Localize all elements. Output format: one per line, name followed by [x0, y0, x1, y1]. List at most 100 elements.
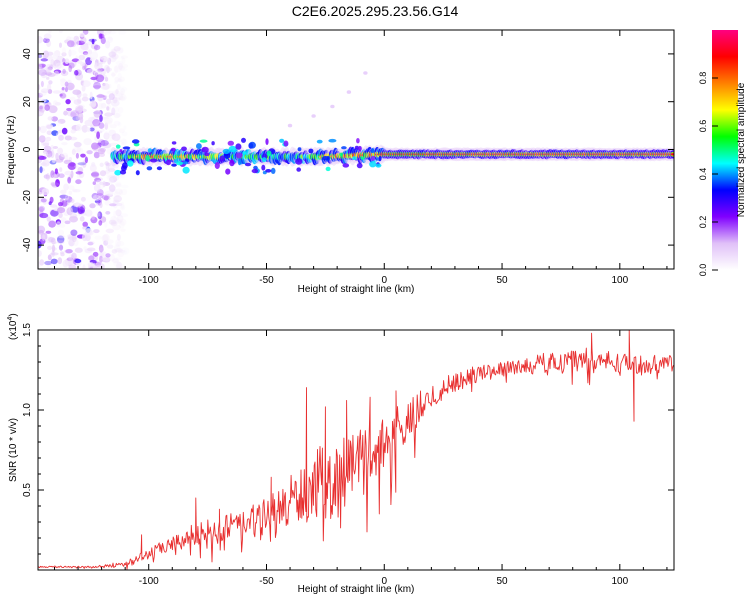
- snr-panel: (x104) -100 -50 0 50 100 0.5 1.0 1.5 Height of …: [7, 313, 675, 595]
- noise-blob: [46, 262, 51, 269]
- noise-blob: [74, 247, 83, 253]
- band-speckle: [242, 151, 247, 155]
- noise-blob: [98, 220, 103, 226]
- colorbar-label: Normalized spectral amplitude: [736, 82, 747, 217]
- noise-blob: [118, 30, 127, 35]
- noise-blob: [84, 248, 93, 254]
- noise-blob: [84, 234, 91, 242]
- band-speckle: [204, 152, 210, 157]
- noise-blob: [119, 95, 124, 101]
- noise-blob: [74, 70, 79, 76]
- band-speckle: [127, 160, 134, 167]
- noise-blob: [111, 217, 120, 225]
- noise-blob: [119, 76, 125, 82]
- noise-blob: [113, 112, 121, 119]
- noise-blob: [56, 121, 61, 126]
- noise-blob: [46, 216, 51, 222]
- noise-blob: [87, 49, 93, 55]
- noise-blob: [47, 116, 53, 121]
- noise-blob: [50, 170, 55, 179]
- noise-blob: [103, 132, 110, 140]
- noise-blob: [52, 90, 62, 94]
- band-speckle: [225, 168, 231, 175]
- noise-blob: [111, 48, 117, 57]
- noise-blob: [100, 102, 107, 109]
- noise-blob: [120, 228, 126, 232]
- noise-blob: [46, 175, 51, 179]
- spectrogram-content: [38, 30, 674, 269]
- snr-content: [38, 330, 674, 570]
- noise-blob: [58, 212, 63, 219]
- noise-blob: [68, 239, 75, 247]
- band-speckle: [339, 152, 343, 157]
- band-speckle: [145, 155, 150, 162]
- noise-blob: [65, 99, 71, 105]
- noise-blob: [58, 235, 66, 239]
- noise-blob: [68, 136, 78, 141]
- band-speckle: [297, 147, 302, 152]
- noise-blob: [87, 241, 94, 246]
- spec-xtick-label: 0: [381, 275, 387, 286]
- noise-blob: [96, 59, 100, 67]
- noise-blob: [71, 252, 77, 260]
- noise-blob: [117, 78, 122, 83]
- noise-blob: [45, 69, 51, 74]
- noise-blob: [59, 93, 63, 97]
- noise-blob: [46, 130, 53, 136]
- noise-blob: [69, 211, 77, 217]
- noise-blob: [98, 244, 104, 253]
- band-speckle: [228, 145, 237, 153]
- noise-blob: [106, 162, 111, 167]
- noise-blob: [115, 239, 121, 247]
- noise-blob: [116, 92, 124, 100]
- band-core: [670, 153, 674, 156]
- noise-blob: [60, 252, 65, 257]
- noise-blob: [59, 194, 69, 199]
- noise-blob: [104, 200, 111, 206]
- noise-blob: [92, 119, 101, 127]
- noise-blob: [115, 60, 124, 66]
- snr-frame: [37, 329, 675, 571]
- noise-blob: [43, 33, 52, 40]
- noise-blob: [115, 88, 119, 95]
- noise-blob: [116, 47, 124, 54]
- noise-blob: [91, 38, 95, 45]
- noise-blob: [112, 224, 121, 231]
- noise-blob: [76, 147, 84, 155]
- band-speckle: [176, 161, 183, 166]
- band-speckle: [171, 163, 177, 167]
- noise-blob: [113, 46, 121, 52]
- noise-blob: [90, 43, 99, 50]
- noise-blob: [67, 238, 74, 243]
- noise-blob: [99, 170, 107, 177]
- streak-blob: [346, 90, 352, 94]
- noise-blob: [47, 89, 53, 94]
- snr-ytick-label: 1.0: [22, 403, 33, 417]
- noise-blob: [97, 68, 102, 73]
- snr-ylabel: SNR (10 * v/v): [8, 418, 19, 482]
- noise-blob: [113, 244, 121, 252]
- noise-blob: [43, 66, 53, 72]
- noise-blob: [109, 142, 119, 146]
- noise-blob: [60, 87, 66, 94]
- noise-blob: [58, 245, 64, 250]
- noise-blob: [48, 105, 58, 114]
- noise-blob: [119, 86, 128, 92]
- noise-blob: [94, 62, 103, 70]
- noise-blob: [43, 145, 52, 152]
- band-speckle: [328, 138, 337, 143]
- noise-blob: [105, 67, 112, 72]
- noise-blob: [115, 112, 122, 118]
- noise-blob: [123, 125, 127, 130]
- noise-blob: [118, 220, 125, 229]
- noise-blob: [63, 110, 68, 116]
- noise-blob: [90, 124, 96, 129]
- band-speckle: [181, 146, 187, 152]
- noise-blob: [47, 254, 52, 261]
- noise-blob: [88, 103, 97, 107]
- band-speckle: [237, 158, 242, 166]
- noise-blob: [113, 97, 121, 101]
- noise-blob: [77, 162, 87, 166]
- band-speckle: [230, 159, 234, 164]
- noise-blob: [91, 171, 100, 178]
